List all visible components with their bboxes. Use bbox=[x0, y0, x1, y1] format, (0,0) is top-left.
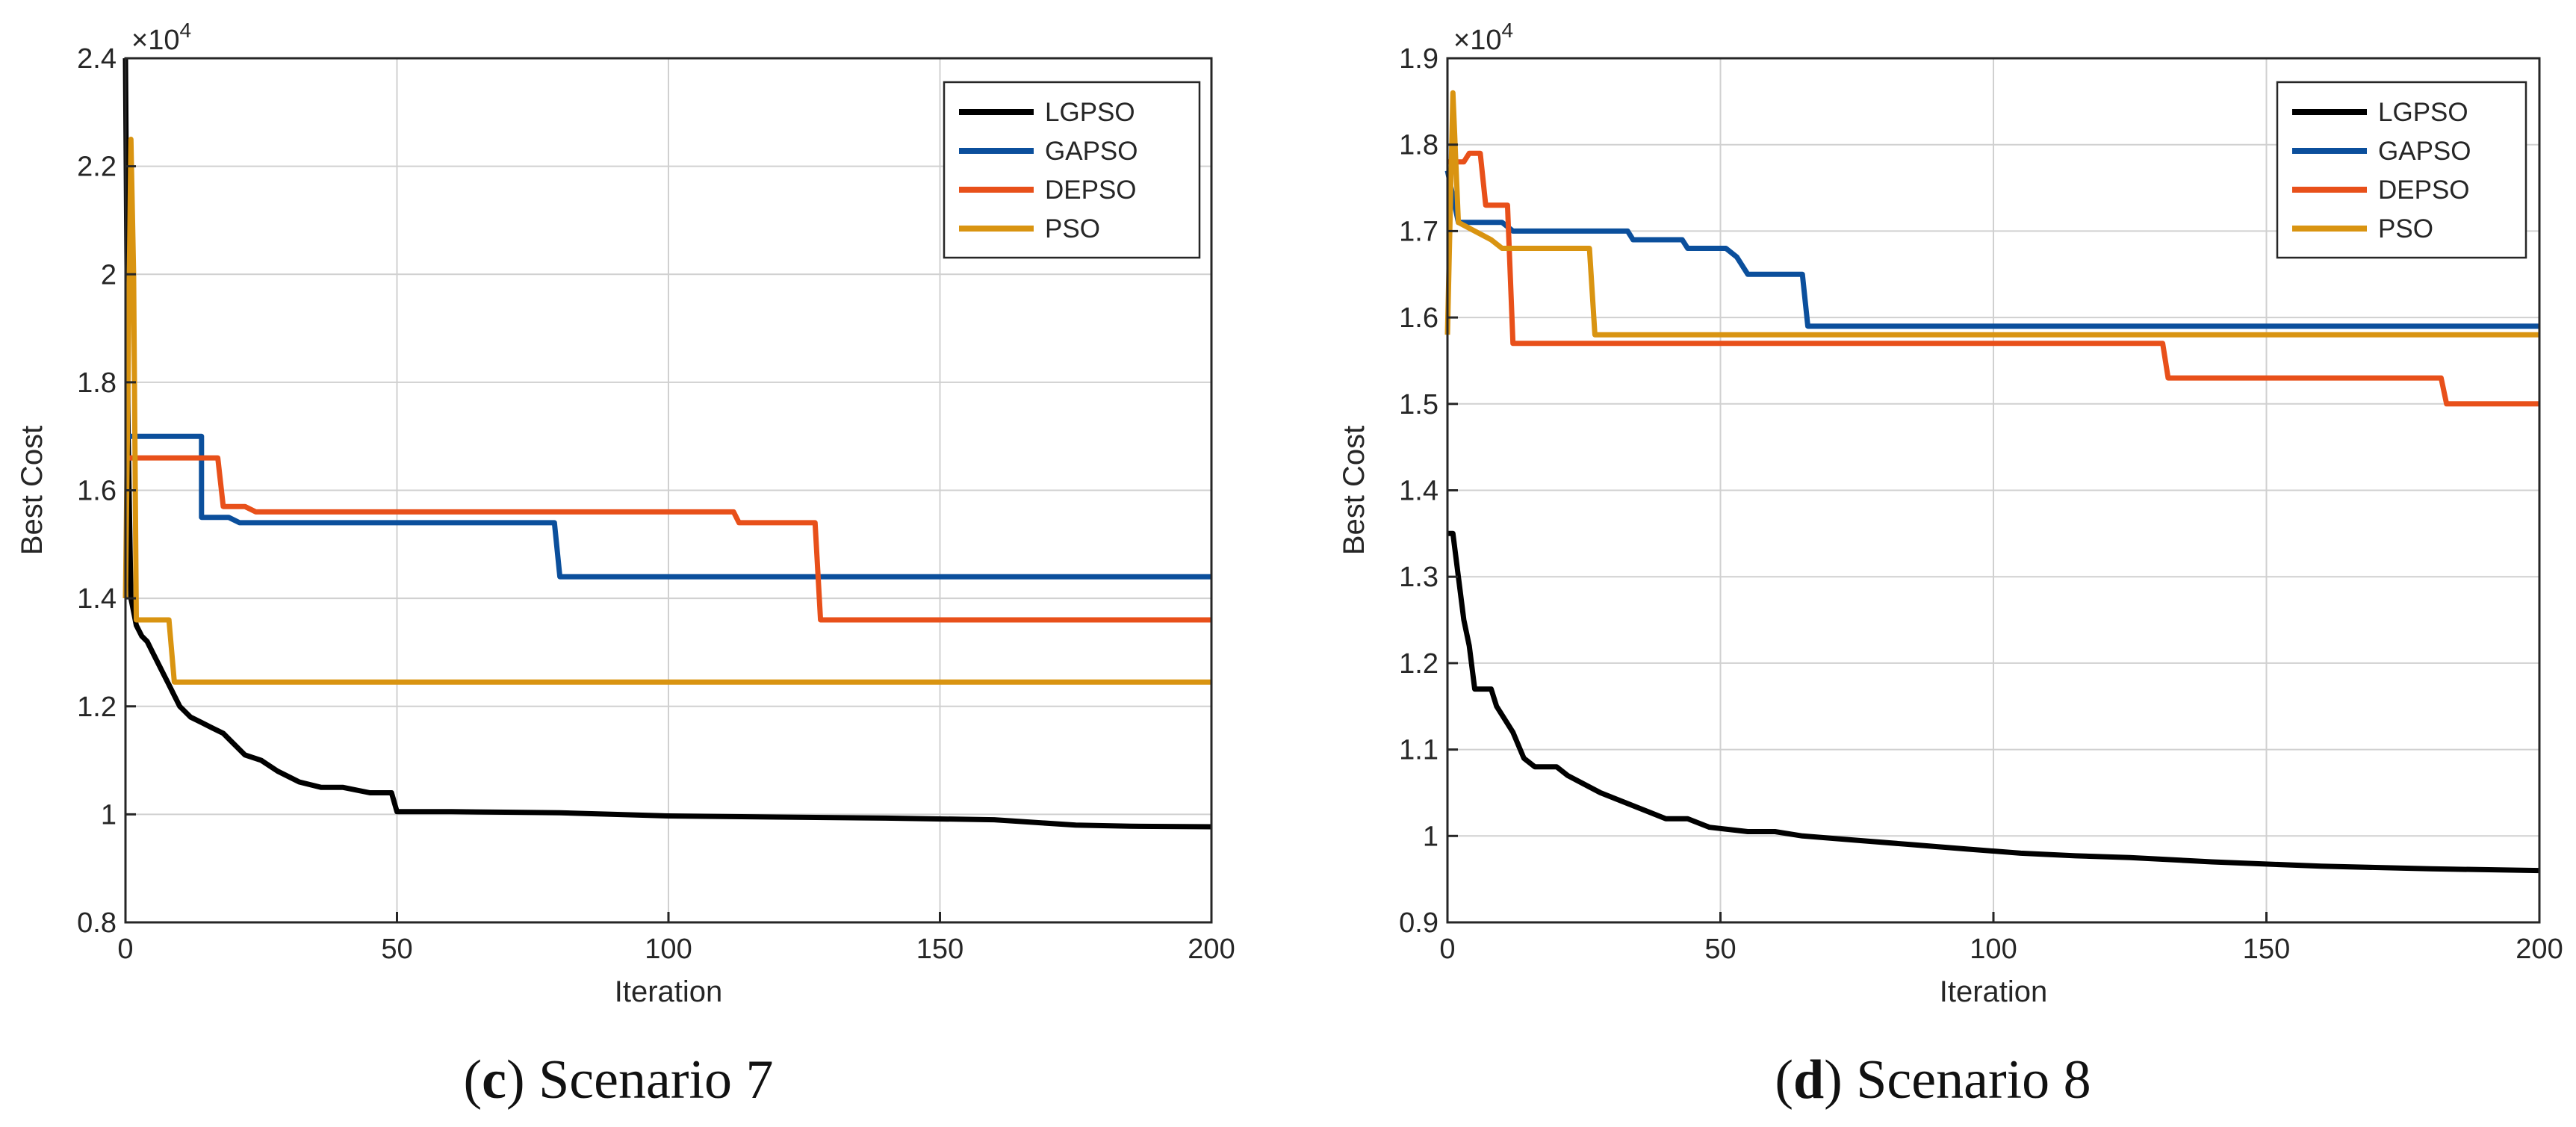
chart-panel-c: 0 50 100 150 200 0.8 1 1.2 1.4 1.6 1.8 2 2.2 2.4 ×104 I… bbox=[16, 19, 1235, 1111]
series-line-depso bbox=[125, 455, 1211, 623]
series-line-lgpso bbox=[1447, 530, 2540, 874]
legend-label-gapso: GAPSO bbox=[1045, 137, 1138, 166]
x-axis-label: Iteration bbox=[615, 975, 723, 1008]
y-tick-label: 1.8 bbox=[1399, 130, 1438, 161]
y-tick-label: 2.4 bbox=[77, 43, 117, 75]
series-line-gapso bbox=[1444, 170, 2539, 329]
x-tick-label: 150 bbox=[916, 934, 963, 965]
panel-caption: (c) Scenario 7 bbox=[463, 1049, 773, 1111]
series-line-gapso bbox=[125, 433, 1211, 580]
series-line-pso bbox=[1444, 90, 2539, 338]
y-tick-label: 1.1 bbox=[1399, 735, 1438, 766]
legend-label-depso: DEPSO bbox=[1045, 176, 1137, 205]
y-axis-label: Best Cost bbox=[16, 426, 49, 555]
series-line-pso bbox=[122, 137, 1211, 685]
y-tick-label: 2 bbox=[101, 259, 117, 291]
y-tick-label: 1.9 bbox=[1399, 43, 1438, 75]
y-tick-label: 1.3 bbox=[1399, 562, 1438, 593]
y-axis-label: Best Cost bbox=[1338, 426, 1371, 555]
x-tick-label: 0 bbox=[1439, 934, 1455, 965]
legend-label-pso: PSO bbox=[2378, 214, 2433, 243]
x-tick-label: 150 bbox=[2243, 934, 2290, 965]
legend-label-gapso: GAPSO bbox=[2378, 137, 2471, 166]
y-tick-label: 2.2 bbox=[77, 152, 117, 183]
legend-label-depso: DEPSO bbox=[2378, 176, 2470, 205]
y-tick-label: 1.6 bbox=[1399, 302, 1438, 334]
y-tick-label: 1.4 bbox=[77, 583, 117, 615]
x-tick-label: 50 bbox=[381, 934, 412, 965]
legend-label-lgpso: LGPSO bbox=[2378, 98, 2468, 127]
y-tick-label: 0.9 bbox=[1399, 907, 1438, 939]
x-tick-label: 100 bbox=[645, 934, 692, 965]
y-tick-label: 1.6 bbox=[77, 476, 117, 507]
y-tick-label: 1.2 bbox=[1399, 648, 1438, 680]
legend-label-lgpso: LGPSO bbox=[1045, 98, 1135, 127]
x-tick-label: 0 bbox=[117, 934, 133, 965]
y-tick-label: 1.8 bbox=[77, 367, 117, 399]
panel-caption: (d) Scenario 8 bbox=[1775, 1049, 2091, 1111]
panel-letter: c bbox=[482, 1049, 506, 1111]
y-tick-label: 1.2 bbox=[77, 692, 117, 723]
y-tick-label: 1.5 bbox=[1399, 389, 1438, 420]
chart-panel-d: 0 50 100 150 200 0.9 1 1.1 1.2 1.3 1.4 1.5 1.6 1.7 1.8… bbox=[1338, 19, 2563, 1111]
series-line-depso bbox=[1447, 150, 2539, 407]
y-tick-label: 1.4 bbox=[1399, 476, 1438, 507]
x-tick-label: 200 bbox=[2516, 934, 2563, 965]
axis-multiplier: ×104 bbox=[1453, 19, 1513, 56]
x-tick-label: 200 bbox=[1188, 934, 1235, 965]
axis-multiplier: ×104 bbox=[131, 19, 191, 56]
series-line-lgpso bbox=[122, 58, 1212, 830]
axis-multiplier-exponent: 4 bbox=[179, 19, 191, 42]
panel-letter: d bbox=[1793, 1049, 1824, 1111]
y-tick-label: 0.8 bbox=[77, 907, 117, 939]
axis-multiplier-exponent: 4 bbox=[1501, 19, 1513, 42]
x-axis-label: Iteration bbox=[1940, 975, 2048, 1008]
y-tick-label: 1 bbox=[1423, 821, 1438, 852]
y-tick-label: 1 bbox=[101, 799, 117, 830]
x-tick-label: 100 bbox=[1970, 934, 2017, 965]
legend-label-pso: PSO bbox=[1045, 214, 1100, 243]
x-tick-label: 50 bbox=[1704, 934, 1736, 965]
y-tick-label: 1.7 bbox=[1399, 216, 1438, 247]
